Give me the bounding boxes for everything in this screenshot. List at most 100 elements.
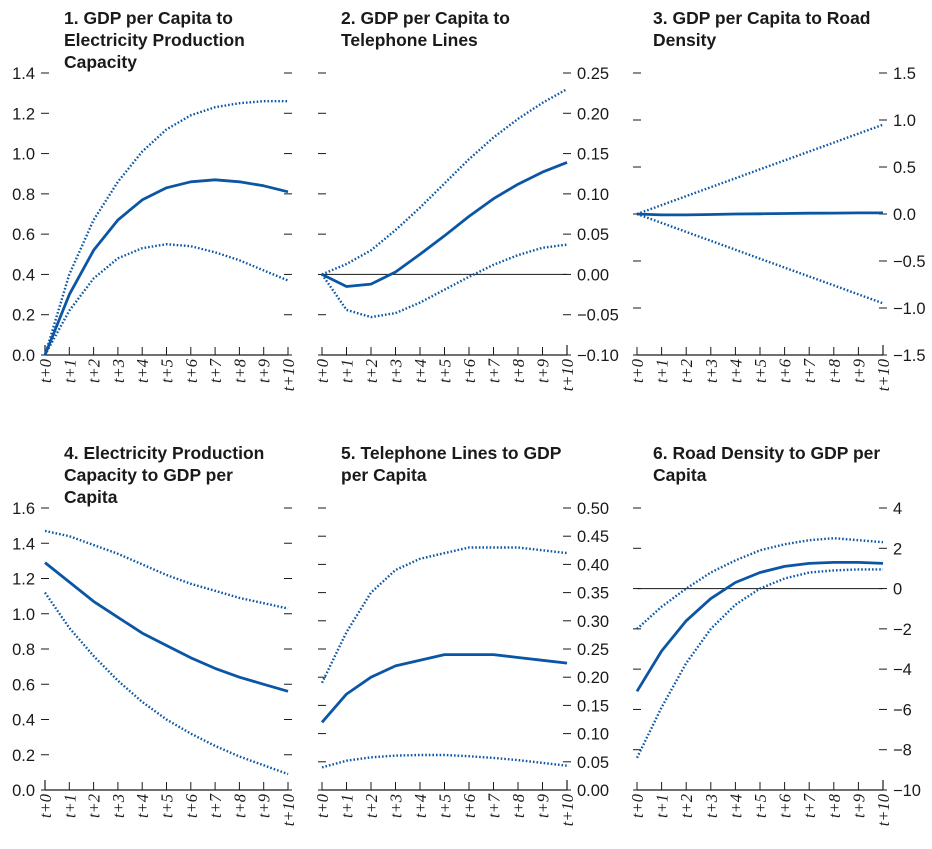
- x-tick-label: t+3: [702, 794, 721, 818]
- panel-title-line: Telephone Lines: [341, 30, 478, 50]
- x-tick-label: t+1: [60, 359, 79, 383]
- x-tick-label: t+6: [776, 793, 795, 818]
- x-tick-label: t+10: [558, 358, 577, 391]
- series-line-estimate: [320, 653, 568, 724]
- y-tick-label: 0.00: [577, 266, 609, 284]
- y-tick-label: 0.40: [577, 556, 609, 574]
- x-tick-label: t+1: [338, 794, 357, 818]
- series-line-band: [636, 123, 884, 216]
- x-tick-label: t+2: [362, 794, 381, 818]
- x-tick-label: t+9: [849, 359, 868, 383]
- x-tick-label: t+8: [825, 358, 844, 383]
- x-tick-label: t+8: [230, 793, 249, 818]
- x-tick-label: t+6: [460, 793, 479, 818]
- panel-title-line: per Capita: [341, 465, 427, 485]
- x-tick-label: t+10: [874, 358, 893, 391]
- y-tick-label: 0.15: [577, 146, 609, 164]
- x-tick-label: t+7: [206, 358, 225, 383]
- x-tick-label: t+5: [436, 359, 455, 383]
- y-tick-label: 1.6: [12, 500, 35, 518]
- y-tick-label: 0.10: [577, 186, 609, 204]
- x-tick-label: t+3: [109, 359, 128, 383]
- x-tick-label: t+9: [534, 794, 553, 818]
- x-tick-label: t+5: [751, 794, 770, 818]
- series-line-band: [43, 242, 289, 356]
- y-tick-label: 0.2: [12, 747, 35, 765]
- y-tick-label: −1.0: [893, 300, 926, 318]
- x-tick-label: t+4: [411, 359, 430, 383]
- x-tick-label: t+4: [726, 794, 745, 818]
- x-tick-label: t+3: [387, 359, 406, 383]
- y-tick-label: 0.10: [577, 726, 609, 744]
- y-tick-label: 0.05: [577, 226, 609, 244]
- y-tick-label: 0.15: [577, 697, 609, 715]
- x-tick-label: t+5: [751, 359, 770, 383]
- x-tick-label: t+10: [279, 358, 298, 391]
- x-tick-label: t+0: [628, 793, 647, 818]
- y-tick-label: 1.4: [12, 65, 35, 83]
- x-tick-label: t+6: [776, 358, 795, 383]
- y-tick-label: 4: [893, 500, 902, 518]
- x-tick-label: t+5: [158, 794, 177, 818]
- x-tick-label: t+8: [230, 358, 249, 383]
- y-tick-label: 2: [893, 540, 902, 558]
- x-tick-label: t+4: [133, 794, 152, 818]
- y-tick-label: 0.4: [12, 266, 35, 284]
- panel-title-line: Capita: [64, 487, 118, 507]
- x-tick-label: t+7: [800, 793, 819, 818]
- x-tick-label: t+0: [313, 793, 332, 818]
- panel-title-line: Capacity to GDP per: [64, 465, 233, 485]
- x-tick-label: t+1: [653, 359, 672, 383]
- y-tick-label: 0.00: [577, 782, 609, 800]
- x-tick-label: t+3: [702, 359, 721, 383]
- x-tick-label: t+3: [109, 794, 128, 818]
- y-tick-label: 1.4: [12, 535, 35, 553]
- x-tick-label: t+0: [36, 358, 55, 383]
- y-tick-label: 1.5: [893, 65, 916, 83]
- x-tick-label: t+5: [436, 794, 455, 818]
- series-line-estimate: [44, 561, 289, 693]
- x-tick-label: t+2: [85, 794, 104, 818]
- y-tick-label: 1.2: [12, 105, 35, 123]
- panel-title-line: 1. GDP per Capita to: [64, 8, 233, 28]
- series-line-band: [636, 212, 884, 305]
- x-tick-label: t+0: [313, 358, 332, 383]
- series-line-band: [320, 546, 568, 684]
- series-line-band: [636, 537, 884, 630]
- panel-title-line: 6. Road Density to GDP per: [653, 443, 880, 463]
- x-tick-label: t+9: [849, 794, 868, 818]
- x-tick-label: t+6: [460, 358, 479, 383]
- y-tick-label: −0.5: [893, 253, 926, 271]
- y-tick-label: −4: [893, 661, 912, 679]
- y-tick-label: 1.0: [12, 606, 35, 624]
- panel-title-line: 3. GDP per Capita to Road: [653, 8, 871, 28]
- x-tick-label: t+9: [255, 359, 274, 383]
- x-tick-label: t+2: [677, 794, 696, 818]
- y-tick-label: 0.0: [12, 782, 35, 800]
- series-line-band: [44, 591, 289, 776]
- y-tick-label: 0.6: [12, 226, 35, 244]
- x-tick-label: t+2: [677, 359, 696, 383]
- x-tick-label: t+8: [509, 358, 528, 383]
- series-line-band: [43, 99, 288, 356]
- y-tick-label: 0: [893, 581, 902, 599]
- panel-title-line: 4. Electricity Production: [64, 443, 264, 463]
- y-tick-label: 1.2: [12, 571, 35, 589]
- y-tick-label: 0.20: [577, 669, 609, 687]
- x-tick-label: t+5: [158, 359, 177, 383]
- x-tick-label: t+9: [255, 794, 274, 818]
- panel-title-line: Capita: [653, 465, 707, 485]
- y-tick-label: 0.05: [577, 754, 609, 772]
- x-tick-label: t+4: [726, 359, 745, 383]
- y-tick-label: 1.0: [12, 146, 35, 164]
- x-tick-label: t+4: [411, 794, 430, 818]
- y-tick-label: −10: [893, 782, 921, 800]
- y-tick-label: 0.25: [577, 641, 609, 659]
- y-tick-label: 1.0: [893, 112, 916, 130]
- x-tick-label: t+7: [485, 358, 504, 383]
